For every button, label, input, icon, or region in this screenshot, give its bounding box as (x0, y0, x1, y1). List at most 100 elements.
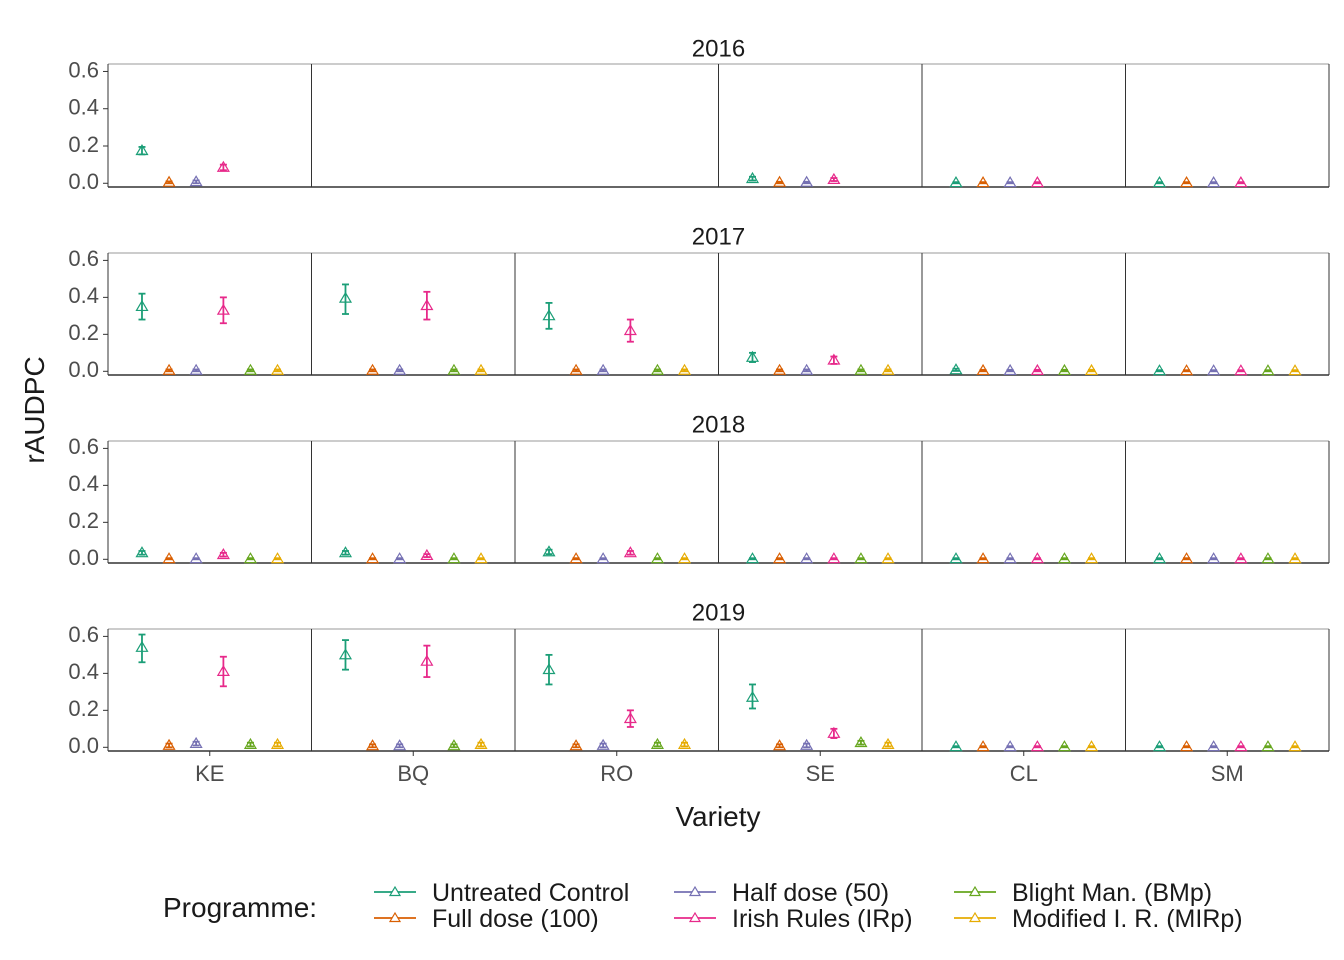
data-point-2018-KE-p4 (243, 552, 257, 564)
mean-marker (393, 739, 407, 751)
data-point-2017-RO-p5 (677, 363, 692, 375)
data-point-2019-BQ-p2 (393, 739, 407, 751)
data-point-2019-CL-p2 (1003, 740, 1017, 752)
mean-marker (270, 737, 285, 749)
y-tick-label: 0.6 (68, 622, 99, 647)
mean-marker (338, 291, 353, 303)
data-point-2018-CL-p1 (976, 552, 990, 564)
data-point-2019-KE-p2 (189, 736, 203, 749)
y-tick-label: 0.2 (68, 696, 99, 721)
data-point-2018-KE-p5 (270, 552, 285, 564)
data-point-2016-SE-p3 (827, 172, 841, 184)
data-point-2018-SM-p3 (1234, 552, 1248, 564)
data-point-2018-RO-p1 (569, 552, 583, 564)
data-point-2019-RO-p5 (677, 737, 692, 749)
y-tick-label: 0.4 (68, 283, 99, 308)
legend-key-marker (388, 885, 402, 897)
mean-marker (1234, 552, 1248, 564)
data-point-2018-CL-p3 (1030, 552, 1044, 564)
mean-marker (1288, 364, 1302, 376)
mean-marker (976, 176, 990, 188)
legend-key-marker (688, 911, 702, 923)
mean-marker (1152, 176, 1167, 188)
y-tick-label: 0.4 (68, 471, 99, 496)
mean-marker (162, 363, 176, 375)
mean-marker (338, 648, 353, 660)
facet-strip-label: 2019 (692, 599, 745, 626)
data-point-2016-SM-p2 (1207, 176, 1221, 188)
mean-marker (854, 363, 868, 375)
data-point-2019-KE-p0 (135, 633, 149, 664)
mean-marker (1180, 176, 1194, 188)
mean-marker (1234, 364, 1248, 376)
data-point-2017-SM-p4 (1261, 364, 1275, 376)
mean-marker (800, 552, 814, 564)
data-point-2018-CL-p5 (1084, 552, 1099, 564)
data-point-2019-RO-p0 (542, 653, 556, 686)
mean-marker (474, 552, 488, 564)
mean-marker (135, 546, 149, 558)
panel-2018-SM (1125, 440, 1330, 564)
data-point-2017-KE-p4 (243, 363, 257, 375)
data-point-2017-CL-p3 (1030, 363, 1044, 376)
legend-label: Modified I. R. (MIRp) (1012, 905, 1243, 933)
mean-marker (1180, 740, 1194, 752)
panel-2019-SM (1125, 628, 1330, 752)
data-point-2018-RO-p5 (677, 552, 692, 564)
mean-marker (1003, 176, 1017, 188)
mean-marker (569, 739, 583, 751)
data-point-2019-RO-p2 (596, 738, 610, 750)
mean-marker (1207, 740, 1221, 752)
data-point-2019-SM-p1 (1180, 740, 1194, 752)
mean-marker (1234, 740, 1248, 752)
data-point-2017-RO-p4 (650, 363, 664, 375)
data-point-2017-SM-p3 (1234, 364, 1248, 376)
mean-marker (216, 303, 230, 315)
legend-item: Irish Rules (IRp) (674, 905, 913, 933)
legend-item: Full dose (100) (374, 905, 599, 933)
data-point-2019-RO-p1 (569, 739, 583, 751)
y-tick-label: 0.6 (68, 246, 99, 271)
legend-title: Programme: (163, 892, 317, 923)
x-tick-label: KE (195, 761, 224, 786)
data-point-2017-BQ-p4 (447, 363, 461, 375)
data-point-2018-RO-p2 (596, 552, 610, 564)
facet-row-2017: 2017 0.0 0.2 0.4 0.6 (68, 223, 1330, 382)
data-point-2017-SE-p1 (773, 363, 787, 375)
data-point-2018-CL-p2 (1003, 552, 1017, 564)
mean-marker (1261, 552, 1275, 564)
data-point-2019-CL-p1 (976, 740, 990, 752)
mean-marker (745, 171, 760, 184)
data-point-2016-KE-p1 (162, 175, 176, 187)
mean-marker (366, 552, 380, 564)
mean-marker (393, 552, 407, 564)
mean-marker (677, 552, 692, 564)
mean-marker (949, 176, 963, 188)
mean-marker (243, 552, 257, 564)
mean-marker (949, 552, 963, 564)
data-point-2016-CL-p3 (1030, 176, 1044, 188)
mean-marker (1180, 364, 1194, 376)
mean-marker (1084, 363, 1099, 376)
mean-marker (270, 552, 285, 564)
mean-marker (447, 739, 461, 751)
mean-marker (827, 552, 841, 564)
legend-label: Blight Man. (BMp) (1012, 879, 1212, 907)
data-point-2019-BQ-p3 (420, 644, 434, 678)
y-tick-label: 0.6 (68, 57, 99, 82)
panel-2019-KE (107, 628, 312, 752)
data-point-2019-SE-p2 (800, 738, 814, 750)
legend-item: Modified I. R. (MIRp) (954, 905, 1243, 933)
data-point-2018-SE-p4 (854, 552, 868, 564)
mean-marker (773, 175, 787, 187)
mean-marker (366, 363, 380, 375)
data-point-2017-BQ-p3 (420, 290, 434, 321)
data-point-2019-SM-p2 (1207, 740, 1221, 752)
legend-label: Irish Rules (IRp) (732, 905, 913, 933)
data-point-2018-CL-p0 (949, 552, 963, 564)
mean-marker (800, 738, 814, 750)
data-point-2016-SM-p1 (1180, 176, 1194, 188)
data-point-2019-SE-p1 (773, 739, 787, 751)
mean-marker (949, 363, 963, 375)
data-point-2017-CL-p2 (1003, 363, 1017, 376)
